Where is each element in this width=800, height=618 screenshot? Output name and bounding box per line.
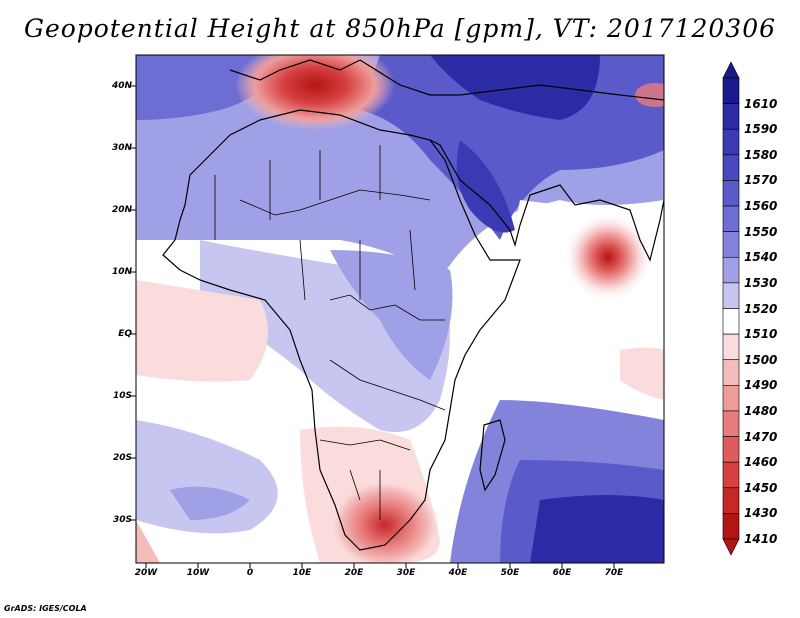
arabia-india-outline (429, 139, 664, 262)
colorbar-label: 1430 (744, 506, 778, 521)
colorbar-label: 1590 (744, 122, 778, 137)
colorbar-label: 1560 (744, 199, 778, 214)
lon-label-60e: 60E (552, 568, 572, 578)
colorbar-label: 1540 (744, 250, 778, 265)
colorbar-swatch (722, 154, 740, 181)
lon-label-0: 0 (246, 568, 254, 578)
colorbar-label: 1500 (744, 352, 778, 367)
colorbar-swatch (722, 359, 740, 386)
border-3 (329, 359, 446, 411)
lon-label-20w: 20W (134, 568, 158, 578)
colorbar-swatch (722, 487, 740, 514)
colorbar-label: 1610 (744, 96, 778, 111)
lat-label-30n: 30N (111, 143, 132, 153)
border-5 (214, 145, 381, 240)
colorbar-swatch (722, 436, 740, 463)
colorbar-top-arrow (722, 61, 740, 79)
colorbar-swatch (722, 256, 740, 284)
field-region-ne-deep (430, 55, 600, 120)
field-india-low (635, 83, 664, 107)
lat-ticks (131, 85, 136, 521)
colorbar-label: 1530 (744, 275, 778, 290)
colorbar-swatch (722, 180, 740, 207)
colorbar (722, 61, 740, 556)
lon-label-20e: 20E (344, 568, 364, 578)
colorbar-label: 1460 (744, 455, 778, 470)
lat-label-10s: 10S (112, 391, 132, 401)
colorbar-swatch (722, 385, 740, 412)
colorbar-label: 1510 (744, 327, 778, 342)
field-region-arabia (456, 140, 515, 233)
lat-label-10n: 10N (111, 267, 132, 277)
colorbar-swatch (722, 205, 740, 232)
colorbar-bottom-arrow (722, 538, 740, 556)
colorbar-label: 1570 (744, 173, 778, 188)
colorbar-swatch (722, 461, 740, 489)
field-region-east (330, 250, 453, 380)
colorbar-swatch (722, 333, 740, 361)
lon-label-30e: 30E (396, 568, 416, 578)
lon-label-50e: 50E (500, 568, 520, 578)
field-region-io-deep (530, 495, 664, 563)
chart-title: Geopotential Height at 850hPa [gpm], VT:… (23, 14, 777, 43)
lon-label-40e: 40E (448, 568, 468, 578)
africa-outline (162, 109, 521, 551)
lon-ticks (145, 563, 615, 568)
lat-label-20n: 20N (111, 205, 132, 215)
colorbar-swatch (722, 128, 740, 156)
field-cyclone-core (563, 212, 653, 302)
colorbar-label: 1470 (744, 429, 778, 444)
colorbar-label: 1520 (744, 301, 778, 316)
border-7 (349, 469, 381, 520)
field-region-sa-blue (170, 486, 250, 520)
europe-asia-outline (229, 59, 664, 101)
border-2 (239, 189, 431, 216)
border-6 (299, 229, 416, 301)
map-frame (135, 54, 665, 564)
colorbar-swatch (722, 231, 740, 258)
colorbar-label: 1550 (744, 224, 778, 239)
colorbar-label: 1490 (744, 378, 778, 393)
field-region-atlantic-pink (136, 280, 268, 382)
lat-label-20s: 20S (112, 453, 132, 463)
field-region-io-pink (620, 347, 664, 400)
colorbar-label: 1480 (744, 403, 778, 418)
colorbar-swatch (722, 282, 740, 309)
colorbar-swatch (722, 308, 740, 335)
colorbar-label: 1450 (744, 480, 778, 495)
field-med-low (235, 55, 395, 130)
lat-label-eq: EQ (118, 329, 132, 339)
madagascar-outline (479, 419, 506, 492)
field-region-sw-pink (136, 520, 160, 563)
colorbar-label: 1580 (744, 147, 778, 162)
colorbar-swatch (722, 410, 740, 437)
lat-label-40n: 40N (111, 81, 132, 91)
coastlines (162, 59, 664, 551)
border-1 (329, 294, 445, 321)
colorbar-swatch (722, 103, 740, 130)
footer-credit: GrADS: IGES/COLA (4, 604, 87, 613)
lat-label-30s: 30S (112, 515, 132, 525)
lon-label-10e: 10E (292, 568, 312, 578)
colorbar-swatch (722, 513, 740, 540)
colorbar-swatch (722, 77, 740, 104)
lon-label-70e: 70E (604, 568, 624, 578)
field-sa-low (330, 480, 440, 563)
colorbar-label: 1410 (744, 532, 778, 546)
lon-label-10w: 10W (186, 568, 210, 578)
border-4 (319, 439, 411, 451)
field-layer (136, 55, 664, 563)
